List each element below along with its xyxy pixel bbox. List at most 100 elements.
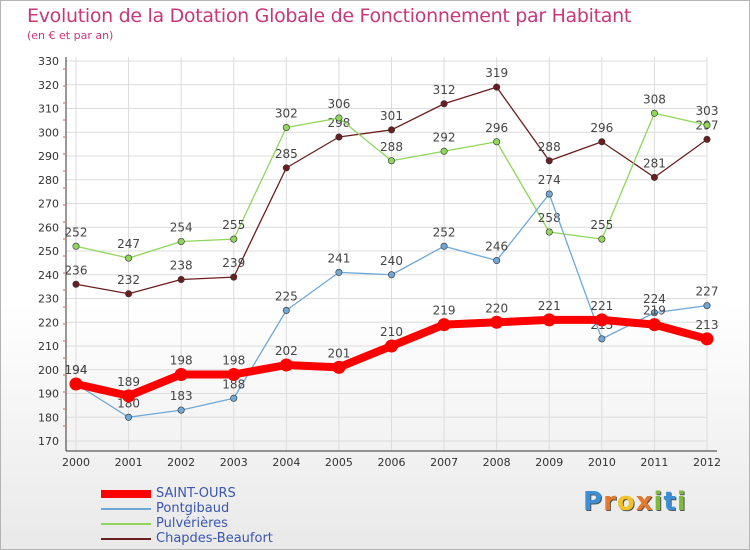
data-point	[387, 126, 395, 134]
data-point	[332, 360, 346, 374]
data-label: 225	[275, 289, 298, 303]
data-point	[177, 238, 185, 246]
data-label: 236	[65, 263, 88, 277]
data-point	[227, 368, 241, 381]
data-label: 255	[222, 218, 245, 232]
y-tick-label: 330	[38, 55, 59, 68]
logo-letter: i	[676, 487, 687, 517]
legend-swatch	[101, 507, 151, 510]
logo-letter: r	[603, 487, 617, 517]
y-tick-label: 270	[38, 198, 59, 211]
data-label: 306	[327, 97, 350, 111]
x-tick-label: 2005	[325, 456, 353, 469]
data-point	[72, 280, 80, 288]
data-point	[335, 114, 343, 122]
y-tick-label: 170	[38, 435, 59, 448]
legend-label: Chapdes-Beaufort	[156, 531, 273, 546]
y-tick-label: 250	[38, 245, 59, 258]
proxiti-logo: Proxiti	[583, 487, 687, 517]
data-point	[440, 147, 448, 155]
data-point	[125, 413, 133, 421]
logo-letter: i	[653, 487, 664, 517]
data-point	[385, 339, 398, 353]
data-label: 312	[433, 83, 456, 97]
data-label: 188	[222, 377, 245, 391]
data-point	[703, 302, 711, 310]
x-tick-label: 2006	[378, 456, 406, 469]
legend-item: Pulvérières	[101, 516, 273, 531]
legend-item: Chapdes-Beaufort	[101, 531, 273, 546]
chart-legend: SAINT-OURS Pontgibaud Pulvérières Chapdes-B…	[101, 486, 273, 546]
data-label: 302	[275, 107, 298, 121]
data-label: 252	[65, 225, 88, 239]
data-label: 296	[590, 121, 613, 135]
data-label: 247	[117, 237, 140, 251]
x-tick-label: 2001	[115, 456, 143, 469]
legend-swatch	[101, 489, 151, 498]
data-point	[650, 173, 658, 181]
data-point	[335, 268, 343, 276]
data-label: 227	[696, 285, 719, 299]
x-tick-label: 2004	[272, 456, 300, 469]
data-point	[282, 306, 290, 314]
data-point	[72, 242, 80, 250]
data-point	[493, 83, 501, 91]
data-label: 189	[117, 375, 140, 389]
y-tick-label: 240	[38, 269, 59, 282]
legend-swatch	[101, 522, 151, 525]
data-point	[335, 133, 343, 141]
y-tick-label: 200	[38, 364, 59, 377]
data-label: 303	[696, 104, 719, 118]
data-point	[493, 138, 501, 146]
data-point	[387, 157, 395, 165]
data-point	[440, 242, 448, 250]
data-label: 183	[170, 389, 193, 403]
data-label: 180	[117, 396, 140, 410]
logo-letter: P	[583, 487, 604, 517]
data-point	[542, 313, 556, 327]
legend-item: SAINT-OURS	[101, 486, 273, 501]
data-point	[122, 389, 136, 403]
x-tick-label: 2000	[62, 456, 90, 469]
data-point	[650, 109, 658, 117]
x-tick-label: 2002	[167, 456, 195, 469]
legend-label: Pontgibaud	[156, 501, 230, 516]
logo-letter: x	[635, 487, 654, 517]
legend-label: SAINT-OURS	[156, 486, 236, 501]
data-label: 292	[433, 130, 456, 144]
data-label: 254	[170, 221, 193, 235]
y-tick-label: 230	[38, 293, 59, 306]
data-label: 285	[275, 147, 298, 161]
x-tick-label: 2003	[220, 456, 248, 469]
data-label: 246	[485, 240, 508, 254]
data-label: 274	[538, 173, 561, 187]
data-label: 240	[380, 254, 403, 268]
x-tick-label: 2009	[535, 456, 563, 469]
data-label: 198	[222, 354, 245, 368]
data-label: 201	[327, 346, 350, 360]
data-point	[282, 124, 290, 132]
data-label: 213	[696, 318, 719, 332]
x-tick-label: 2008	[483, 456, 511, 469]
data-point	[545, 157, 553, 165]
y-tick-label: 180	[38, 411, 59, 424]
data-point	[177, 406, 185, 414]
logo-letter: t	[663, 487, 677, 517]
data-point	[545, 190, 553, 198]
y-tick-label: 220	[38, 316, 59, 329]
data-point	[650, 309, 658, 317]
data-label: 232	[117, 273, 140, 287]
data-point	[703, 135, 711, 143]
data-point	[598, 138, 606, 146]
x-tick-label: 2011	[640, 456, 668, 469]
data-label: 241	[327, 251, 350, 265]
data-label: 221	[590, 299, 613, 313]
y-tick-label: 210	[38, 340, 59, 353]
data-label: 221	[538, 299, 561, 313]
chart-title: Evolution de la Dotation Globale de Fonc…	[27, 5, 632, 27]
data-point	[703, 121, 711, 129]
data-point	[230, 273, 238, 281]
data-point	[125, 290, 133, 298]
data-label: 308	[643, 92, 666, 106]
